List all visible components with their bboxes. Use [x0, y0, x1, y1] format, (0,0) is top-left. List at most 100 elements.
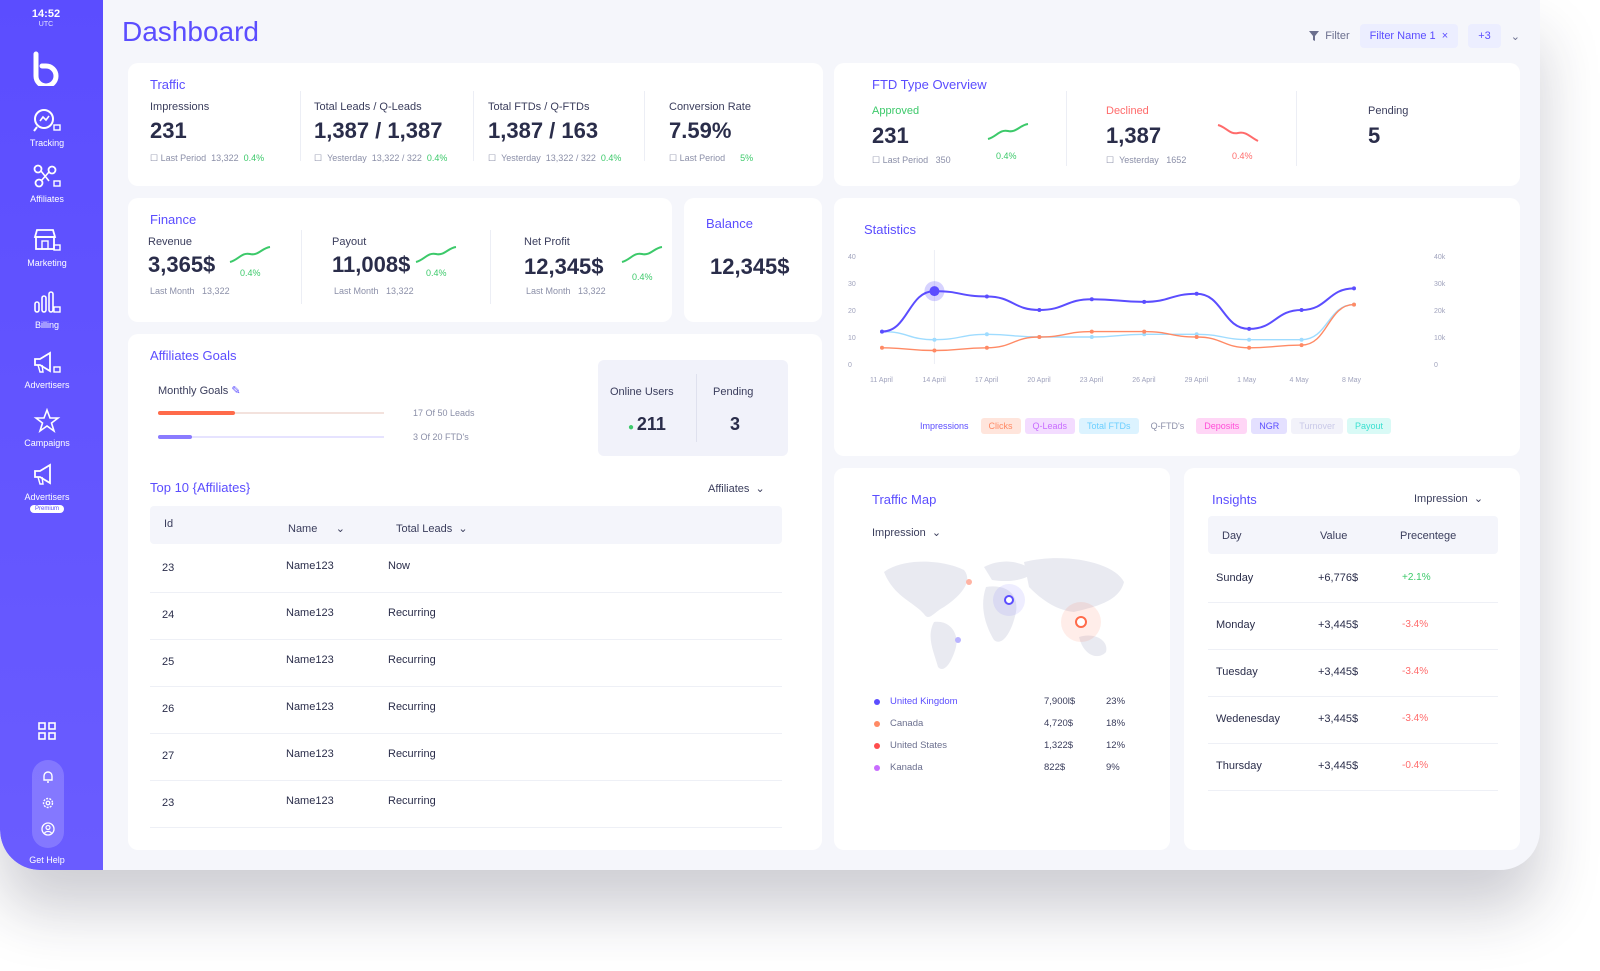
data-point[interactable] — [1352, 302, 1356, 307]
insight-day: Monday — [1216, 619, 1256, 631]
data-point[interactable] — [984, 345, 989, 350]
data-point[interactable] — [1142, 329, 1147, 334]
legend-item[interactable]: Payout — [1346, 418, 1392, 434]
insight-pct: -0.4% — [1402, 760, 1429, 771]
data-point[interactable] — [1037, 335, 1042, 339]
x-tick: 1 May — [1237, 377, 1257, 384]
declined-change: 0.4% — [1232, 151, 1253, 161]
data-point[interactable] — [880, 329, 884, 334]
col-name[interactable]: Name ⌄ — [288, 523, 345, 535]
table-row[interactable]: 23 Name123 Now — [150, 546, 782, 593]
table-row[interactable]: 23 Name123 Recurring — [150, 781, 782, 828]
bar-chart-icon — [34, 291, 61, 313]
bell-icon[interactable] — [41, 770, 55, 784]
ftds-label: Total FTDs / Q-FTDs — [488, 101, 590, 113]
legend-item[interactable]: NGR — [1251, 418, 1288, 434]
y-tick-right: 30k — [1434, 281, 1446, 288]
data-point[interactable] — [984, 294, 989, 299]
sidebar-item-advertisers[interactable]: Advertisers — [0, 350, 94, 390]
sidebar-item-advertisers-premium[interactable]: Advertisers Premium — [0, 462, 94, 513]
sidebar-item-marketing[interactable]: Marketing — [0, 228, 94, 268]
sidebar-item-label: Billing — [34, 320, 59, 330]
data-point[interactable] — [1352, 286, 1356, 291]
sort-chevron-icon[interactable]: ⌄ — [335, 523, 345, 535]
data-point[interactable] — [1194, 335, 1199, 339]
edit-icon[interactable]: ✎ — [231, 385, 241, 397]
data-point[interactable] — [1247, 337, 1252, 342]
data-point[interactable] — [1299, 343, 1304, 348]
data-point[interactable] — [1299, 337, 1304, 342]
filter-chip[interactable]: Filter Name 1 × — [1359, 24, 1459, 48]
brand-logo-icon[interactable] — [28, 50, 64, 86]
close-icon[interactable]: × — [1438, 30, 1449, 42]
legend-item[interactable]: Total FTDs — [1079, 418, 1139, 434]
sidebar-item-campaigns[interactable]: Campaigns — [0, 408, 94, 448]
sidebar-item-affiliates[interactable]: Affiliates — [0, 164, 94, 204]
row-id: 23 — [162, 797, 175, 809]
chevron-down-icon: ⌄ — [931, 527, 942, 539]
legend-item[interactable]: Clicks — [980, 418, 1021, 434]
country-row[interactable]: Kanada 822$ 9% — [874, 762, 1134, 784]
col-id[interactable]: Id — [164, 518, 174, 530]
data-point[interactable] — [1247, 345, 1252, 350]
settings-gear-icon[interactable] — [41, 796, 55, 810]
legend-item[interactable]: Q-Leads — [1024, 418, 1076, 434]
goal-ftd-fill — [158, 435, 192, 439]
apps-grid-icon[interactable] — [38, 722, 56, 740]
table-row[interactable]: 27 Name123 Recurring — [150, 734, 782, 781]
data-point[interactable] — [1299, 308, 1304, 312]
data-point[interactable] — [1142, 299, 1147, 304]
data-point[interactable] — [932, 337, 937, 342]
data-point[interactable] — [984, 332, 989, 337]
traffic-map-card: Traffic Map Impression ⌄ United Kingdom 7… — [834, 468, 1170, 850]
filter-funnel-icon — [1309, 31, 1320, 41]
declined-label: Declined — [1106, 105, 1149, 117]
data-point[interactable] — [1247, 326, 1252, 331]
marketing-store-icon — [33, 229, 61, 251]
col-total-leads[interactable]: Total Leads ⌄ — [396, 523, 468, 535]
data-point[interactable] — [1089, 335, 1094, 339]
country-row[interactable]: United Kingdom 7,900l$ 23% — [874, 696, 1134, 718]
data-point[interactable] — [880, 345, 884, 350]
get-help-link[interactable]: Get Help — [29, 855, 65, 865]
legend-item[interactable]: Q-FTD's — [1150, 421, 1185, 431]
divider — [1296, 91, 1297, 166]
country-row[interactable]: Canada 4,720$ 18% — [874, 718, 1134, 740]
data-point[interactable] — [1089, 329, 1094, 334]
chevron-down-icon: ⌄ — [755, 483, 765, 495]
user-profile-icon[interactable] — [41, 822, 55, 836]
insight-row[interactable]: Monday +3,445$ -3.4% — [1208, 603, 1498, 650]
impressions-label: Impressions — [150, 101, 210, 113]
world-map — [884, 558, 1124, 670]
insight-row[interactable]: Tuesday +3,445$ -3.4% — [1208, 650, 1498, 697]
legend-item[interactable]: Turnover — [1291, 418, 1343, 434]
legend-item[interactable]: Deposits — [1196, 418, 1248, 434]
data-point[interactable] — [1037, 308, 1042, 312]
table-row[interactable]: 25 Name123 Recurring — [150, 640, 782, 687]
filter-button[interactable]: Filter — [1308, 30, 1350, 42]
data-point[interactable] — [1089, 297, 1094, 302]
traffic-map-dropdown[interactable]: Impression ⌄ — [872, 527, 942, 539]
data-point[interactable] — [1194, 291, 1199, 296]
top10-dropdown[interactable]: Affiliates ⌄ — [708, 483, 765, 495]
insight-row[interactable]: Thursday +3,445$ -0.4% — [1208, 744, 1498, 791]
table-row[interactable]: 24 Name123 Recurring — [150, 593, 782, 640]
insight-row[interactable]: Sunday +6,776$ +2.1% — [1208, 556, 1498, 603]
insights-dropdown[interactable]: Impression ⌄ — [1414, 493, 1484, 505]
legend-item[interactable]: Impressions — [920, 421, 969, 431]
monthly-goals-label[interactable]: Monthly Goals ✎ — [158, 385, 241, 397]
country-value: 4,720$ — [1044, 718, 1074, 729]
sidebar-item-tracking[interactable]: Tracking — [0, 108, 94, 148]
data-point[interactable] — [932, 348, 937, 353]
insight-row[interactable]: Wedenesday +3,445$ -3.4% — [1208, 697, 1498, 744]
series-line — [881, 303, 1355, 341]
sidebar-item-billing[interactable]: Billing — [0, 290, 94, 330]
row-total-leads: Now — [388, 560, 411, 572]
table-row[interactable]: 26 Name123 Recurring — [150, 687, 782, 734]
sort-chevron-icon[interactable]: ⌄ — [458, 523, 468, 535]
extra-filters-count[interactable]: +3 — [1468, 24, 1501, 48]
tracking-icon — [33, 109, 61, 132]
conversion-label: Conversion Rate — [669, 101, 751, 113]
country-row[interactable]: United States 1,322$ 12% — [874, 740, 1134, 762]
chevron-down-icon[interactable]: ⌄ — [1510, 30, 1520, 43]
